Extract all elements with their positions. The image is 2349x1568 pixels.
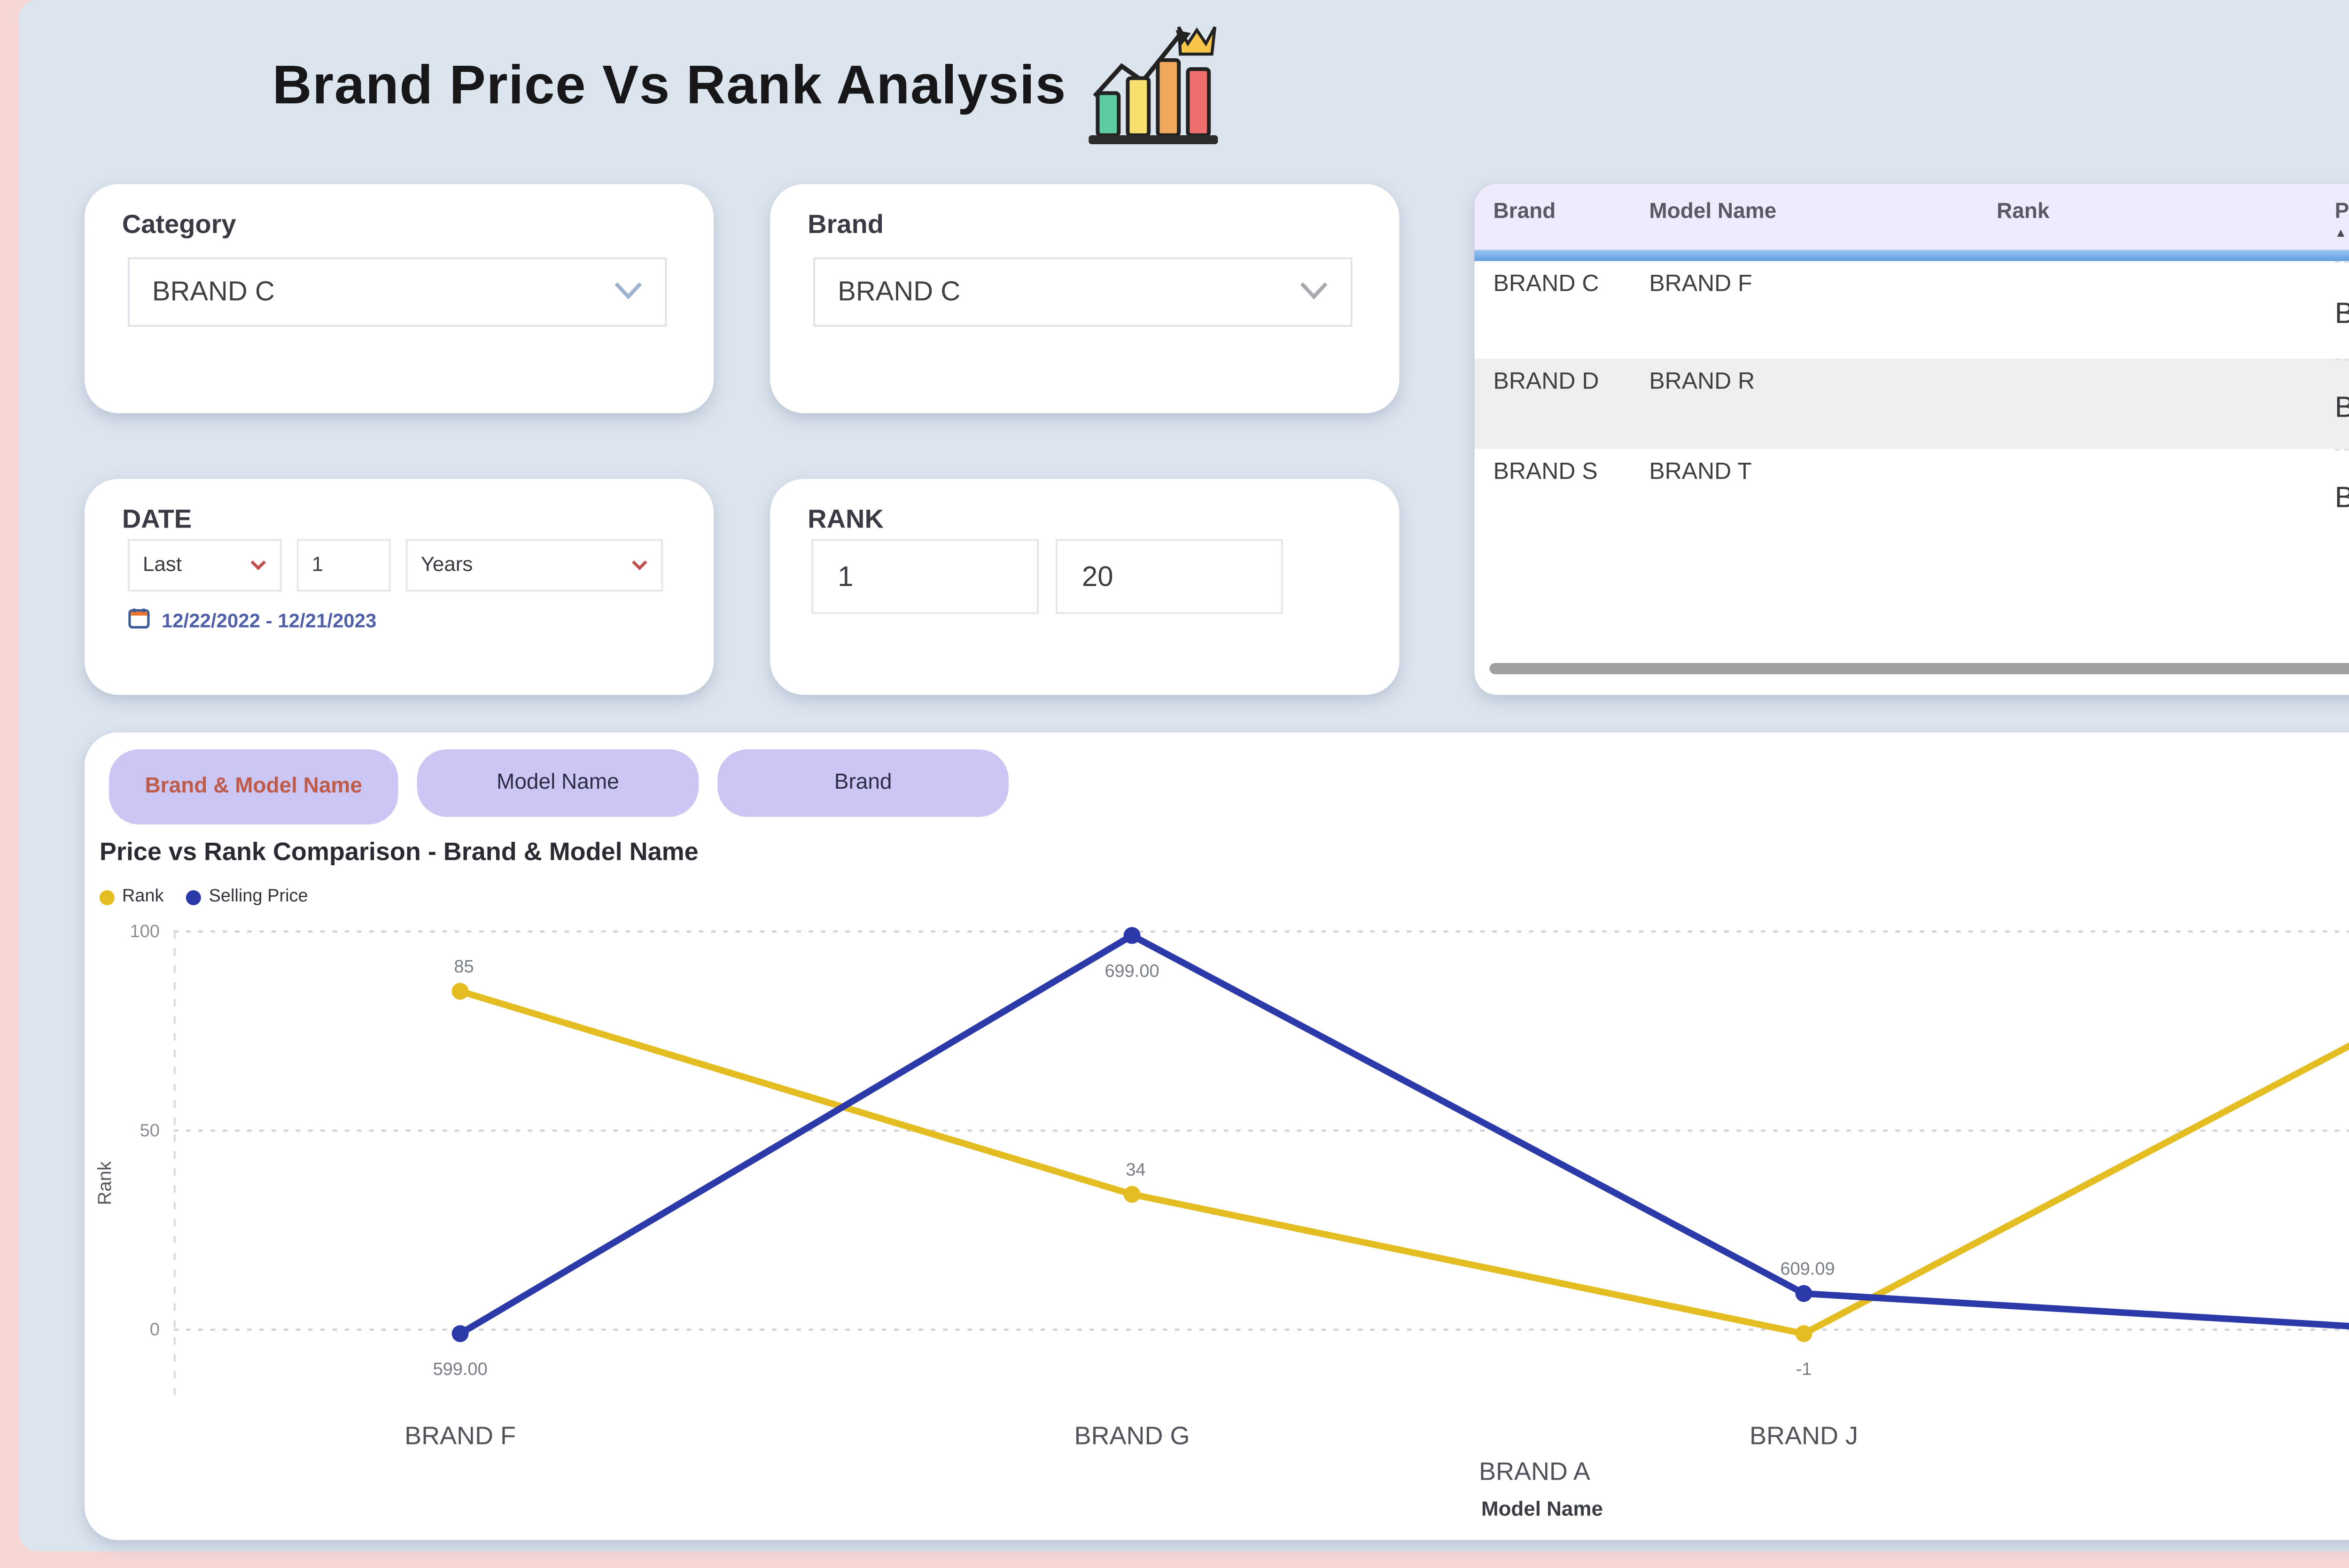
legend-item-rank[interactable]: Rank bbox=[99, 886, 164, 907]
left-axis-tick: 50 bbox=[140, 1121, 160, 1141]
cell-model-name: BRAND R bbox=[1649, 368, 1755, 395]
x-axis-label: BRAND G bbox=[1074, 1422, 1190, 1450]
cell-rank bbox=[1997, 449, 2335, 537]
date-filter-card: DATE Last 1 Years 12/22/2022 - 12/21 bbox=[84, 479, 714, 695]
column-header-model-name[interactable]: Model Name bbox=[1649, 201, 1777, 224]
date-amount-input[interactable]: 1 bbox=[296, 539, 391, 592]
date-range-text: 12/22/2022 - 12/21/2023 bbox=[161, 609, 377, 632]
cell-brand: BRAND S bbox=[1493, 458, 1598, 485]
sort-ascending-icon: ▲ bbox=[2334, 227, 2347, 241]
data-point[interactable] bbox=[451, 983, 469, 1000]
table-row[interactable]: BRAND S BRAND T BRAND C bbox=[1475, 449, 2349, 537]
calendar-icon bbox=[128, 606, 150, 635]
brand-filter-card: Brand BRAND C bbox=[770, 184, 1400, 413]
table-horizontal-scrollbar[interactable] bbox=[1489, 663, 2349, 675]
category-dropdown[interactable]: BRAND C bbox=[127, 257, 667, 327]
category-value: BRAND C bbox=[152, 277, 275, 307]
cell-model-name: BRAND F bbox=[1649, 270, 1752, 297]
column-header-rank[interactable]: Rank bbox=[1996, 201, 2050, 224]
rank-label: RANK bbox=[808, 503, 884, 534]
chart-title: Price vs Rank Comparison - Brand & Model… bbox=[99, 838, 699, 866]
bar-chart-crown-icon bbox=[1085, 15, 1221, 160]
data-point[interactable] bbox=[1795, 1325, 1812, 1343]
cell-product-name: BRAND C bbox=[2334, 449, 2349, 537]
x-axis-title: Model Name bbox=[1481, 1497, 1603, 1520]
page-background: Brand Price Vs Rank Analysis Reset Categ… bbox=[18, 0, 2349, 1552]
cell-product-name: BRAND B bbox=[2334, 358, 2349, 449]
data-point[interactable] bbox=[1795, 1285, 1812, 1302]
cell-model-name: BRAND T bbox=[1649, 458, 1752, 485]
tab-brand[interactable]: Brand bbox=[717, 749, 1009, 817]
cell-brand: BRAND D bbox=[1493, 368, 1599, 395]
x-axis-label: BRAND J bbox=[1750, 1422, 1858, 1450]
series-line-rank bbox=[459, 988, 2349, 1337]
cell-product-name: BRAND A bbox=[2334, 261, 2349, 359]
x-axis-parent-label: BRAND A bbox=[1479, 1458, 1590, 1486]
table-row[interactable]: BRAND C BRAND F BRAND A bbox=[1475, 261, 2349, 359]
category-label: Category bbox=[122, 208, 236, 239]
category-filter-card: Category BRAND C bbox=[84, 184, 714, 413]
rank-max-input[interactable]: 20 bbox=[1055, 539, 1283, 614]
date-operator-dropdown[interactable]: Last bbox=[127, 539, 282, 592]
data-label: 609.09 bbox=[1780, 1259, 1835, 1279]
chevron-down-icon bbox=[1300, 275, 1328, 309]
left-axis-tick: 0 bbox=[150, 1320, 160, 1340]
cell-rank bbox=[1997, 261, 2335, 359]
left-axis-title: Rank bbox=[94, 1161, 115, 1205]
brand-dropdown[interactable]: BRAND C bbox=[813, 257, 1353, 327]
chart-card: Brand & Model Name Model Name Brand Price … bbox=[84, 732, 2349, 1540]
tab-brand-model-name[interactable]: Brand & Model Name bbox=[109, 749, 398, 825]
data-label: 699.00 bbox=[1104, 961, 1159, 981]
rank-filter-card: RANK 1 20 bbox=[770, 479, 1400, 695]
table-header: Brand Model Name Rank Product Name ▲ bbox=[1474, 184, 2349, 250]
date-label: DATE bbox=[122, 503, 192, 534]
data-label: 34 bbox=[1126, 1160, 1145, 1180]
chart-legend: Rank Selling Price bbox=[99, 886, 308, 907]
x-axis-label: BRAND F bbox=[404, 1422, 516, 1450]
data-label: 85 bbox=[454, 957, 474, 977]
legend-item-selling-price[interactable]: Selling Price bbox=[186, 886, 308, 907]
data-point[interactable] bbox=[1123, 1186, 1141, 1203]
legend-dot bbox=[99, 889, 115, 905]
data-point[interactable] bbox=[1123, 927, 1141, 944]
data-label: -1 bbox=[1796, 1359, 1812, 1379]
date-unit-dropdown[interactable]: Years bbox=[405, 539, 663, 592]
cell-brand: BRAND C bbox=[1493, 270, 1599, 297]
rank-min-input[interactable]: 1 bbox=[811, 539, 1039, 614]
table-row[interactable]: BRAND D BRAND R BRAND B bbox=[1474, 358, 2349, 449]
brand-value: BRAND C bbox=[838, 277, 961, 307]
product-table-card: Brand Model Name Rank Product Name ▲ BRA… bbox=[1474, 184, 2349, 695]
line-chart: 1007005065006008534-188599.00699.00609.0… bbox=[94, 922, 2349, 1520]
series-line-selling-price bbox=[458, 932, 2349, 1337]
tab-model-name[interactable]: Model Name bbox=[417, 749, 699, 817]
table-header-underline bbox=[1474, 249, 2349, 261]
column-header-product-name[interactable]: Product Name ▲ bbox=[2335, 184, 2349, 250]
data-point[interactable] bbox=[451, 1325, 469, 1343]
column-header-brand[interactable]: Brand bbox=[1493, 201, 1556, 224]
chevron-down-icon bbox=[614, 275, 642, 309]
cell-rank bbox=[1997, 359, 2335, 449]
chart-view-tabs: Brand & Model Name Model Name Brand bbox=[109, 749, 1009, 825]
data-label: 599.00 bbox=[433, 1359, 487, 1379]
brand-label: Brand bbox=[808, 208, 884, 239]
page-title: Brand Price Vs Rank Analysis bbox=[272, 56, 1066, 116]
left-axis-tick: 100 bbox=[130, 922, 159, 941]
header: Brand Price Vs Rank Analysis bbox=[272, 15, 1221, 160]
